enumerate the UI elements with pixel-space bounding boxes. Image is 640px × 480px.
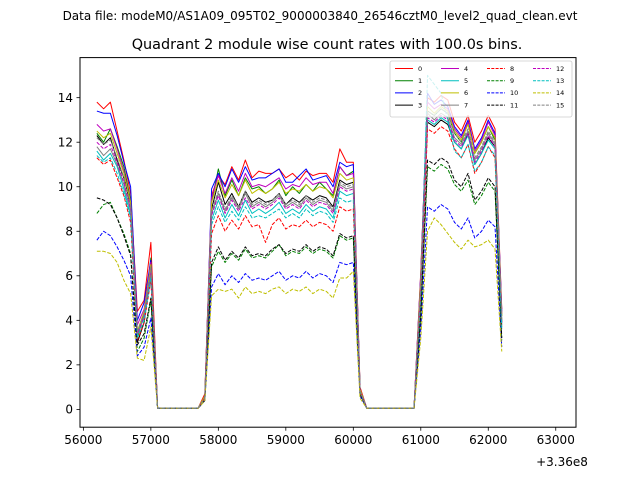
series-line-14 [96, 217, 503, 409]
y-tick-label: 14 [58, 91, 73, 105]
y-tick-label: 4 [65, 314, 73, 328]
legend-label: 13 [556, 77, 564, 85]
x-tick-label: 58000 [199, 433, 237, 447]
legend-label: 9 [510, 77, 514, 85]
legend-label: 10 [510, 89, 518, 97]
x-tick-label: 57000 [132, 433, 170, 447]
legend-label: 12 [556, 65, 564, 73]
legend-label: 0 [418, 65, 422, 73]
legend-label: 15 [556, 101, 564, 109]
x-tick-label: 56000 [64, 433, 102, 447]
legend-label: 7 [464, 101, 468, 109]
y-tick-label: 12 [58, 136, 73, 150]
x-tick-label: 62000 [469, 433, 507, 447]
plot-area [96, 74, 503, 409]
legend-label: 8 [510, 65, 514, 73]
x-axis: 56000 57000 58000 59000 60000 61000 62000 63000 [64, 427, 575, 447]
x-tick-label: 59000 [267, 433, 305, 447]
x-tick-label: 60000 [334, 433, 372, 447]
legend-label: 6 [464, 89, 468, 97]
y-tick-label: 8 [65, 225, 73, 239]
chart-title: Quadrant 2 module wise count rates with … [132, 37, 523, 53]
legend-label: 1 [418, 77, 422, 85]
legend-label: 11 [510, 101, 518, 109]
legend-label: 14 [556, 89, 564, 97]
y-tick-label: 2 [65, 358, 73, 372]
x-tick-label: 61000 [402, 433, 440, 447]
x-tick-label: 63000 [537, 433, 575, 447]
y-tick-label: 6 [65, 269, 73, 283]
y-tick-label: 10 [58, 180, 73, 194]
legend-label: 4 [464, 65, 468, 73]
legend-box [389, 60, 573, 118]
x-offset-label: +3.36e8 [536, 455, 588, 469]
legend-label: 5 [464, 77, 468, 85]
legend-label: 3 [418, 101, 422, 109]
y-axis: 0 2 4 6 8 10 12 14 [58, 91, 80, 417]
y-tick-label: 0 [65, 403, 73, 417]
axes-frame [79, 57, 577, 428]
legend-label: 2 [418, 89, 422, 97]
file-label: Data file: modeM0/AS1A09_095T02_90000038… [63, 9, 578, 23]
